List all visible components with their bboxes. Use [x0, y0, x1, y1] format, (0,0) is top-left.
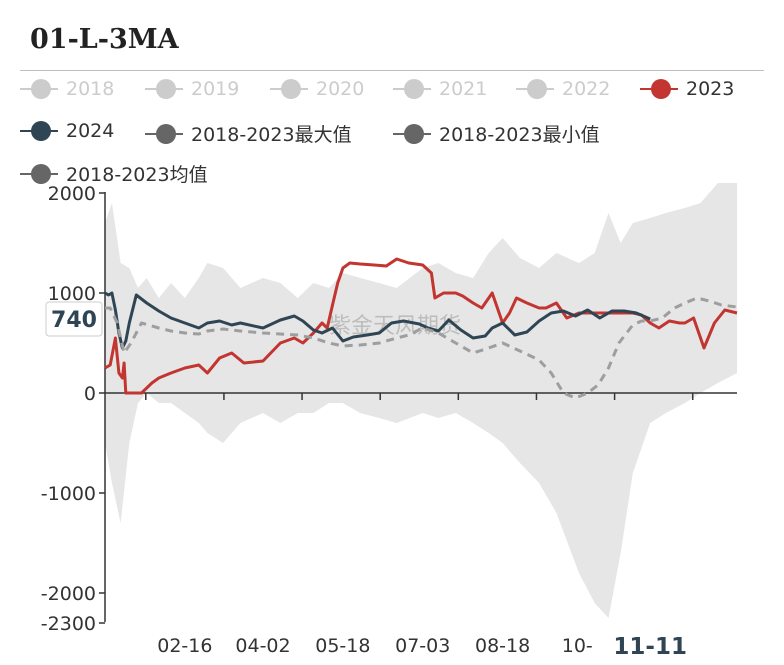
y-tick-label: 1000	[48, 283, 96, 305]
x-tick-label: 02-16	[157, 635, 212, 657]
legend-label: 2018-2023最小值	[439, 124, 600, 146]
legend-item-min[interactable]: 2018-2023最小值	[393, 120, 600, 147]
band-area	[105, 183, 737, 618]
legend-symbol	[516, 79, 554, 99]
legend-item-2018[interactable]: 2018	[20, 78, 114, 100]
axis-pointer: 11-11 740	[45, 301, 687, 660]
legend-item-2021[interactable]: 2021	[393, 78, 487, 100]
x-tick-label: 04-02	[235, 635, 290, 657]
legend-symbol	[20, 121, 58, 141]
legend-symbol	[393, 79, 431, 99]
axis-labels: 2000 1000 0 -1000 -2000 -2300 02-16 04-02 05-18 0…	[41, 183, 593, 657]
x-pointer-label: 11-11	[613, 634, 687, 660]
legend-item-2023[interactable]: 2023	[640, 78, 734, 100]
axes	[99, 192, 737, 624]
title-divider	[20, 70, 764, 71]
legend-item-max[interactable]: 2018-2023最大值	[145, 120, 352, 147]
legend-item-mean[interactable]: 2018-2023均值	[20, 160, 208, 187]
legend-symbol	[20, 79, 58, 99]
legend-label: 2021	[439, 78, 488, 100]
legend-item-2022[interactable]: 2022	[516, 78, 610, 100]
legend-label: 2018-2023最大值	[191, 124, 352, 146]
y-pointer-label: 740	[51, 308, 97, 333]
legend-label: 2020	[316, 78, 365, 100]
y-pointer-box	[45, 301, 103, 337]
x-tick-label: 05-18	[315, 635, 370, 657]
x-tick-label: 10-	[562, 635, 593, 657]
legend-item-2019[interactable]: 2019	[145, 78, 239, 100]
legend-label: 2019	[191, 78, 240, 100]
min-max-band	[105, 183, 737, 618]
series-line-2018-2023均值	[105, 296, 738, 400]
y-tick-label: -2000	[41, 583, 96, 605]
y-tick-label: 2000	[48, 183, 96, 205]
x-tick-label: 08-18	[475, 635, 530, 657]
legend-label: 2018	[66, 78, 115, 100]
legend-symbol	[640, 79, 678, 99]
series-lines	[104, 257, 738, 400]
legend-label: 2023	[686, 78, 735, 100]
legend-item-2024[interactable]: 2024	[20, 120, 114, 142]
legend-label: 2024	[66, 120, 115, 142]
legend-label: 2022	[562, 78, 611, 100]
y-tick-label: -2300	[41, 613, 96, 635]
series-line-2024	[104, 291, 651, 350]
x-tick-label: 07-03	[395, 635, 450, 657]
legend-item-2020[interactable]: 2020	[270, 78, 364, 100]
legend-symbol	[393, 123, 431, 144]
legend-label: 2018-2023均值	[66, 164, 208, 186]
legend-symbol	[20, 163, 58, 184]
legend-symbol	[145, 79, 183, 99]
legend-symbol	[145, 123, 183, 144]
chart-title: 01-L-3MA	[30, 24, 179, 55]
legend-symbol	[270, 79, 308, 99]
y-tick-label: -1000	[41, 483, 96, 505]
y-tick-label: 0	[84, 383, 96, 405]
